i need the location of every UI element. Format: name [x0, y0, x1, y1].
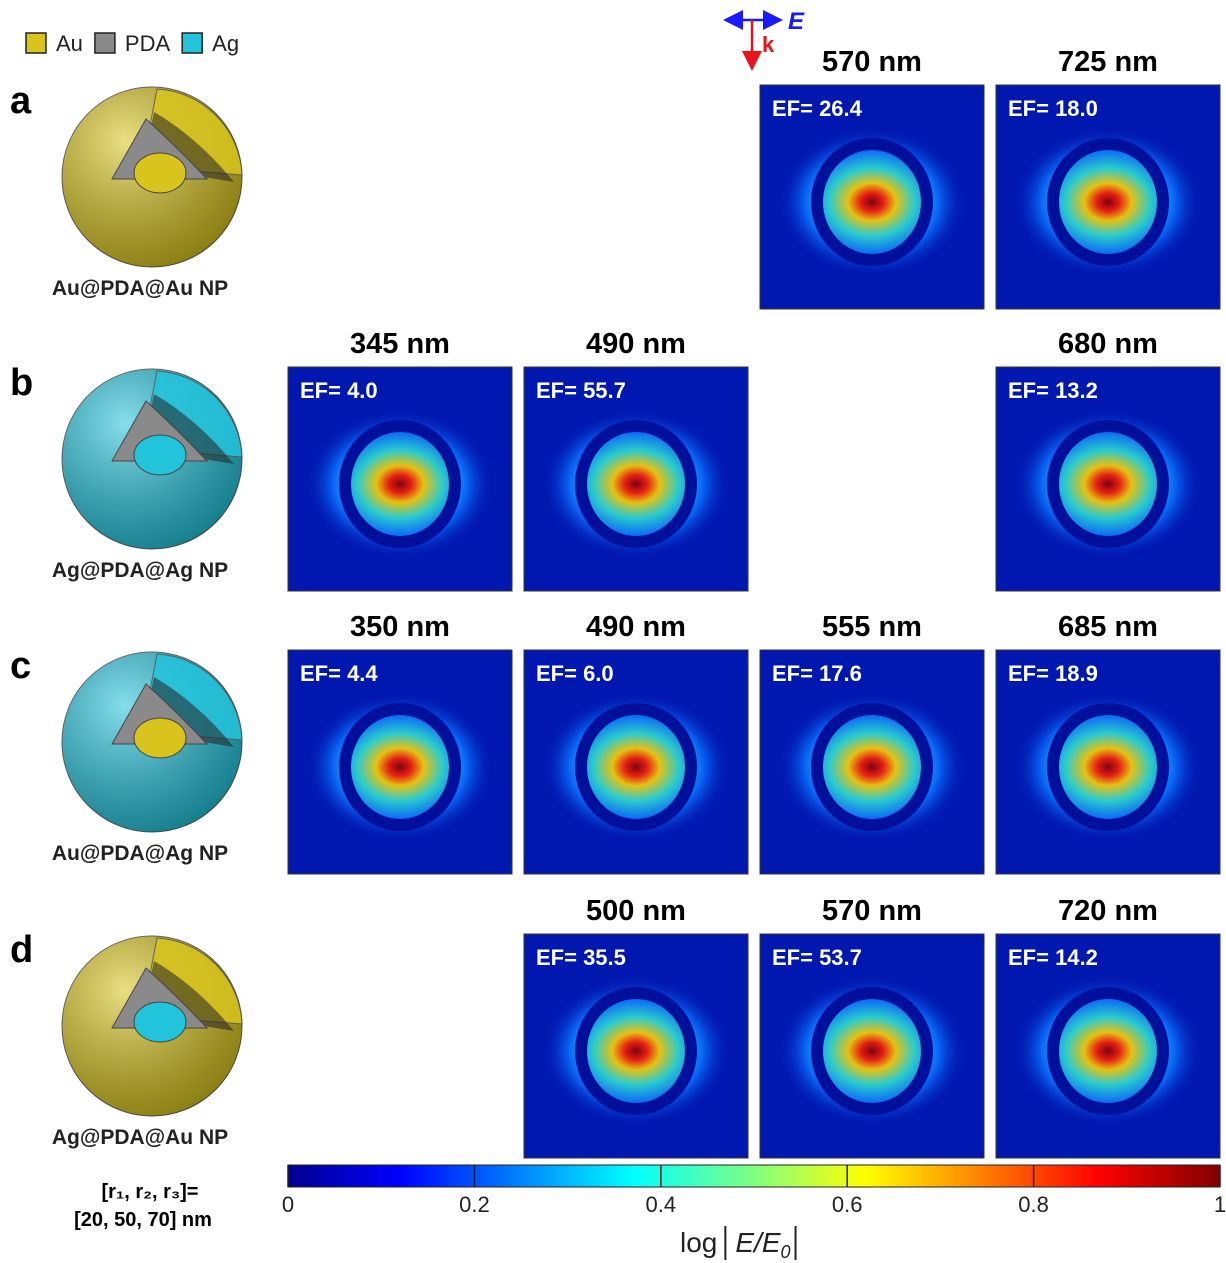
particle — [62, 369, 242, 549]
legend-label: Au — [56, 31, 83, 56]
ef-label: EF= 55.7 — [536, 378, 626, 403]
wavelength: 345 nm — [350, 328, 450, 360]
colorbar-tick-label: 1 — [1214, 1192, 1226, 1217]
axes-indicator: E k — [728, 8, 805, 66]
particle — [62, 936, 242, 1116]
ef-label: EF= 18.0 — [1008, 96, 1098, 121]
legend-swatch — [95, 33, 115, 53]
ef-label: EF= 4.0 — [300, 378, 378, 403]
wavelength: 720 nm — [1058, 895, 1158, 927]
wavelength: 490 nm — [586, 611, 686, 643]
particle-name: Ag@PDA@Ag NP — [52, 559, 228, 582]
legend-label: PDA — [125, 31, 171, 56]
particle-name: Ag@PDA@Au NP — [52, 1126, 228, 1149]
colorbar-tick-label: 0.6 — [832, 1192, 863, 1217]
particle-name: Au@PDA@Au NP — [52, 277, 228, 300]
core — [134, 1002, 186, 1042]
ef-label: EF= 53.7 — [772, 945, 862, 970]
wavelength: 685 nm — [1058, 611, 1158, 643]
wavelength: 500 nm — [586, 895, 686, 927]
ef-label: EF= 14.2 — [1008, 945, 1098, 970]
ef-label: EF= 13.2 — [1008, 378, 1098, 403]
dimension-values: [20, 50, 70] nm — [74, 1209, 212, 1231]
row-letter: a — [10, 80, 32, 122]
wavelength: 570 nm — [822, 46, 922, 78]
label-part: log — [680, 1227, 717, 1258]
colorbar-tick-label: 0.4 — [646, 1192, 677, 1217]
ef-label: EF= 4.4 — [300, 661, 378, 686]
colorbar-tick-label: 0.2 — [459, 1192, 490, 1217]
label-part: E/E — [735, 1227, 780, 1258]
ef-label: EF= 6.0 — [536, 661, 614, 686]
legend-swatch — [182, 33, 202, 53]
colorbar — [288, 1165, 1220, 1187]
wavelength: 725 nm — [1058, 46, 1158, 78]
ef-label: EF= 18.9 — [1008, 661, 1098, 686]
row-letter: d — [10, 929, 33, 971]
legend-label: Ag — [212, 31, 239, 56]
e-label: E — [788, 8, 805, 35]
core — [134, 435, 186, 475]
wavelength: 570 nm — [822, 895, 922, 927]
colorbar-tick-label: 0 — [282, 1192, 294, 1217]
ef-label: EF= 26.4 — [772, 96, 863, 121]
wavelength: 555 nm — [822, 611, 922, 643]
k-label: k — [762, 32, 775, 57]
core — [134, 153, 186, 193]
ef-label: EF= 17.6 — [772, 661, 862, 686]
colorbar-tick-label: 0.8 — [1018, 1192, 1049, 1217]
wavelength: 350 nm — [350, 611, 450, 643]
figure: E k [r₁, r₂, r₃]= [20, 50, 70] nm Au PDA A… — [0, 0, 1226, 1263]
dimension-symbols: [r₁, r₂, r₃]= — [102, 1181, 199, 1203]
particle — [62, 652, 242, 832]
label-part: 0 — [781, 1242, 791, 1262]
legend-swatch — [26, 33, 46, 53]
core — [134, 718, 186, 758]
particle-name: Au@PDA@Ag NP — [52, 842, 228, 865]
row-letter: b — [10, 362, 33, 404]
ef-label: EF= 35.5 — [536, 945, 626, 970]
wavelength: 490 nm — [586, 328, 686, 360]
row-letter: c — [10, 645, 31, 687]
colorbar-label: log E/E0 — [680, 1227, 791, 1262]
wavelength: 680 nm — [1058, 328, 1158, 360]
particle — [62, 87, 242, 267]
